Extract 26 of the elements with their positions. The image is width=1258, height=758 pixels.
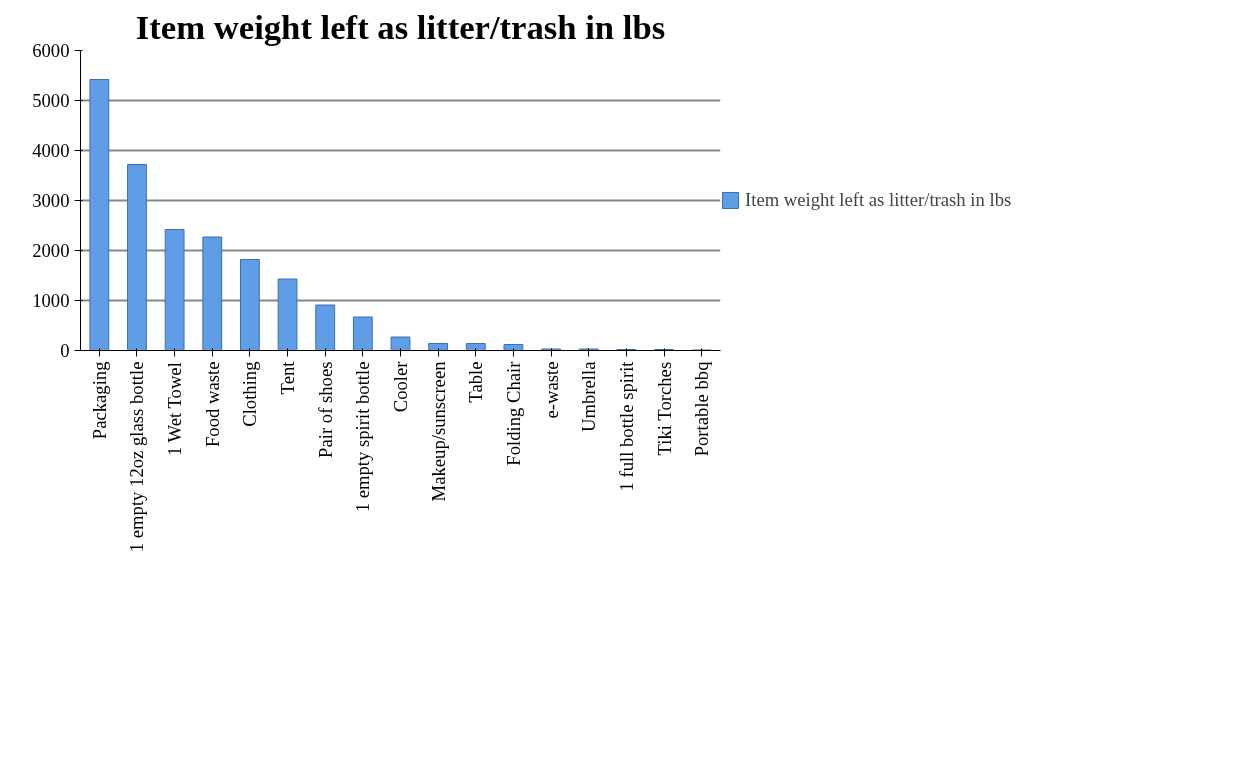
- y-tick-label: 6000: [32, 40, 70, 61]
- x-tick-label: Makeup/sunscreen: [427, 360, 449, 502]
- y-tick-label: 1000: [32, 290, 70, 311]
- x-tick-label: Folding Chair: [502, 360, 524, 466]
- x-tick-label: Food waste: [201, 361, 223, 447]
- x-tick-label: Tent: [277, 360, 299, 395]
- x-tick-label: e-waste: [540, 361, 562, 419]
- y-tick-label: 2000: [32, 240, 70, 261]
- x-tick-label: 1 full bottle spirit: [615, 360, 637, 492]
- y-tick-label: 0: [60, 340, 70, 361]
- x-tick-label: Tiki Torches: [653, 361, 675, 456]
- x-tick-label: 1 empty 12oz glass bottle: [126, 361, 148, 553]
- y-tick-label: 3000: [32, 190, 70, 211]
- x-tick-label: Pair of shoes: [314, 361, 336, 458]
- y-tick-label: 5000: [32, 90, 70, 111]
- x-tick-label: 1 empty spirit bottle: [352, 361, 374, 513]
- x-tick-label: 1 Wet Towel: [164, 362, 186, 457]
- x-tick-label: Portable bbq: [691, 361, 713, 457]
- x-tick-label: Packaging: [88, 361, 110, 440]
- y-tick-label: 4000: [32, 140, 70, 161]
- x-tick-label: Table: [465, 361, 487, 403]
- x-tick-label: Clothing: [239, 361, 261, 427]
- chart-title: Item weight left as litter/trash in lbs: [135, 7, 666, 46]
- legend-label: Item weight left as litter/trash in lbs: [745, 189, 1012, 211]
- x-tick-label: Umbrella: [578, 360, 600, 432]
- x-tick-label: Cooler: [390, 360, 411, 413]
